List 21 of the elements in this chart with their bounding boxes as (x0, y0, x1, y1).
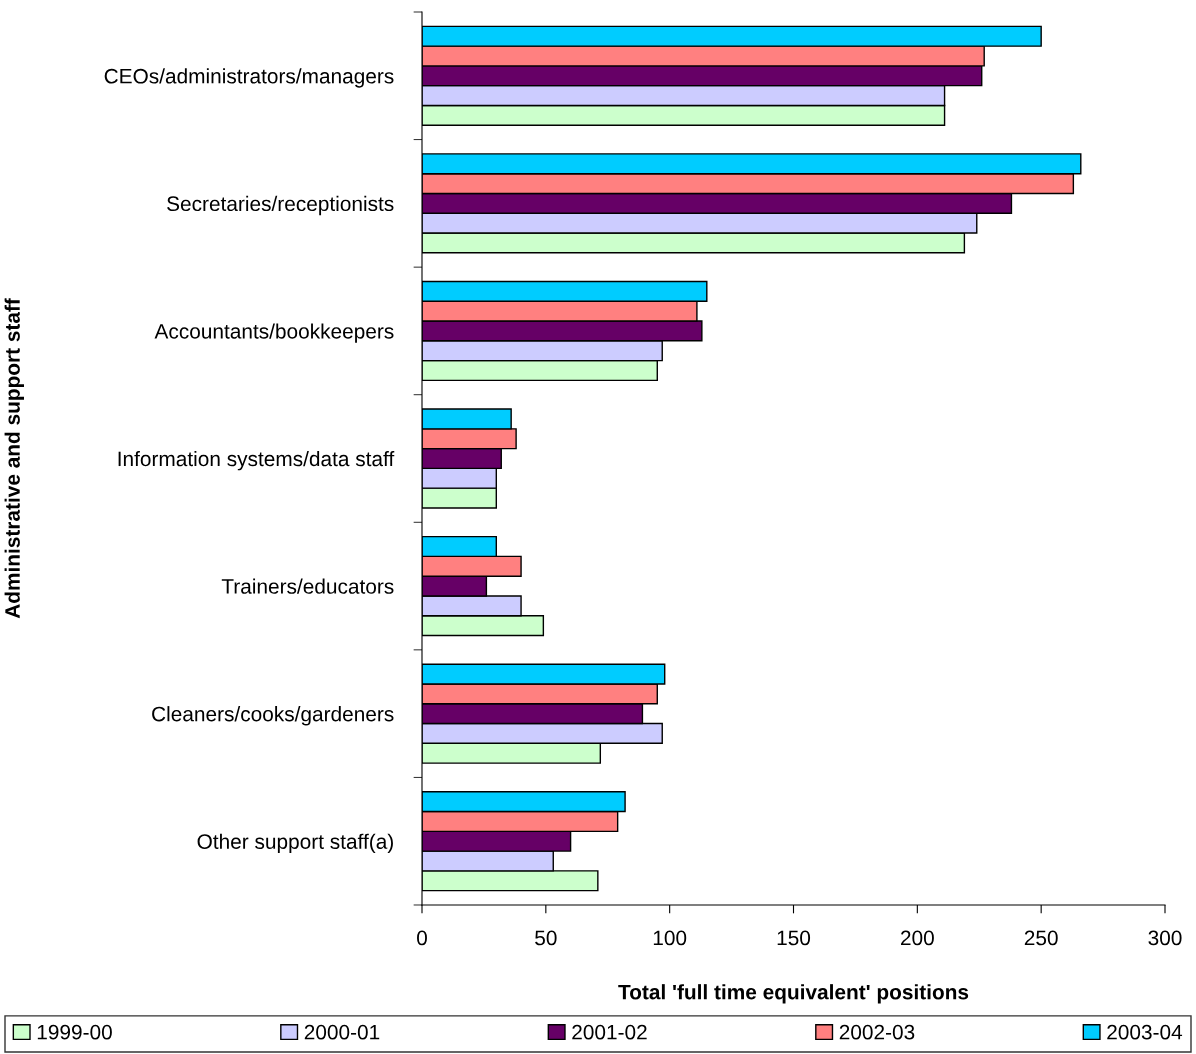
legend-label: 2001-02 (572, 1024, 647, 1040)
legend-label: 2000-01 (304, 1024, 380, 1040)
y-tick-label: Secretaries/receptionists (167, 195, 394, 216)
y-tick-label: CEOs/administrators/managers (104, 68, 394, 88)
x-tick-label: 100 (653, 930, 687, 946)
x-tick-label: 50 (535, 930, 557, 946)
x-tick-label: 150 (777, 930, 811, 946)
x-tick-label: 300 (1148, 930, 1182, 946)
legend-label: 2003-04 (1107, 1024, 1183, 1040)
y-axis-title: Administrative and support staff (4, 298, 24, 619)
x-tick-label: 250 (1024, 930, 1058, 946)
y-tick-label: Accountants/bookkeepers (154, 323, 394, 343)
legend-label: 1999-00 (37, 1024, 112, 1040)
x-tick-label: 0 (417, 930, 427, 946)
y-tick-label: Other support staff(a) (197, 833, 393, 854)
y-tick-label: Trainers/educators (221, 578, 394, 594)
x-axis-title: Total 'full time equivalent' positions (618, 984, 969, 1004)
legend-label: 2002-03 (839, 1024, 915, 1040)
y-tick-label: Cleaners/cooks/gardeners (152, 706, 394, 726)
y-tick-label: Information systems/data staff (118, 450, 395, 471)
x-tick-label: 200 (901, 930, 934, 946)
